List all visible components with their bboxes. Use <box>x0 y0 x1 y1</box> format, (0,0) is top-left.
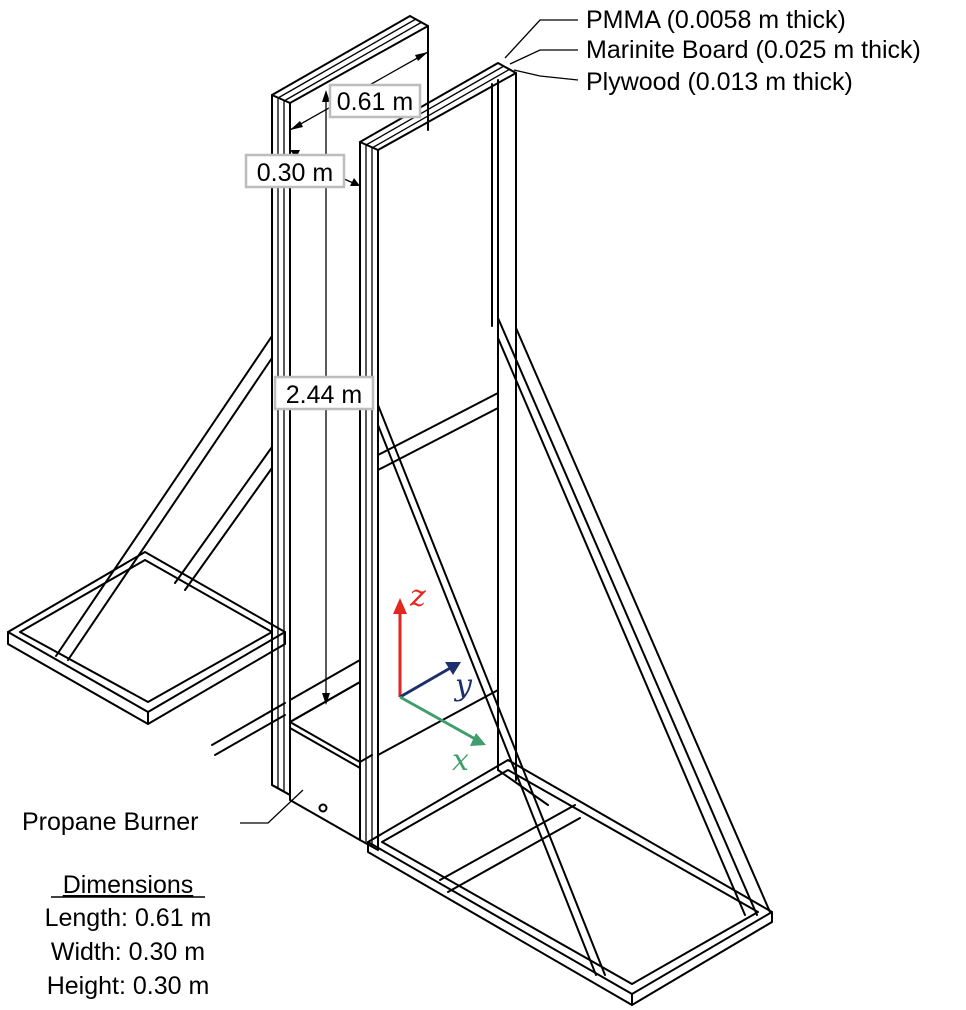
dimension-height-text: 2.44 m <box>286 381 362 409</box>
propane-burner-label: Propane Burner <box>22 808 199 836</box>
dimension-gap-text: 0.30 m <box>257 159 333 187</box>
burner-length: Length: 0.61 m <box>45 904 212 932</box>
burner-dimensions: Dimensions Length: 0.61 m Width: 0.30 m … <box>45 871 212 1000</box>
left-diagonal-brace <box>55 335 273 661</box>
y-axis-label: y <box>453 668 473 703</box>
y-axis-arrow <box>399 665 453 699</box>
z-axis-label: z <box>409 579 426 614</box>
layer-callouts: PMMA (0.0058 m thick) Marinite Board (0.… <box>504 6 921 96</box>
x-axis-label: x <box>452 743 469 778</box>
marinite-layer-label: Marinite Board (0.025 m thick) <box>586 36 921 64</box>
burner-height: Height: 0.30 m <box>47 972 210 1000</box>
coordinate-axes: z y x <box>393 579 486 778</box>
dimension-gap-label: 0.30 m <box>244 153 346 189</box>
pmma-layer-label: PMMA (0.0058 m thick) <box>586 6 846 34</box>
burner-callout: Propane Burner <box>22 789 304 836</box>
dimension-width-text: 0.61 m <box>337 88 413 116</box>
dimensions-heading: Dimensions <box>63 871 194 899</box>
right-diagonal-braces <box>377 317 771 976</box>
left-base-frame <box>7 551 286 756</box>
plywood-layer-label: Plywood (0.013 m thick) <box>586 68 853 96</box>
burner-width: Width: 0.30 m <box>51 938 205 966</box>
right-wall-panel <box>359 62 517 851</box>
dimension-height-label: 2.44 m <box>273 375 375 411</box>
x-axis-arrow <box>399 695 478 742</box>
dimension-width-label: 0.61 m <box>328 83 422 119</box>
right-base-frame <box>367 759 773 1006</box>
